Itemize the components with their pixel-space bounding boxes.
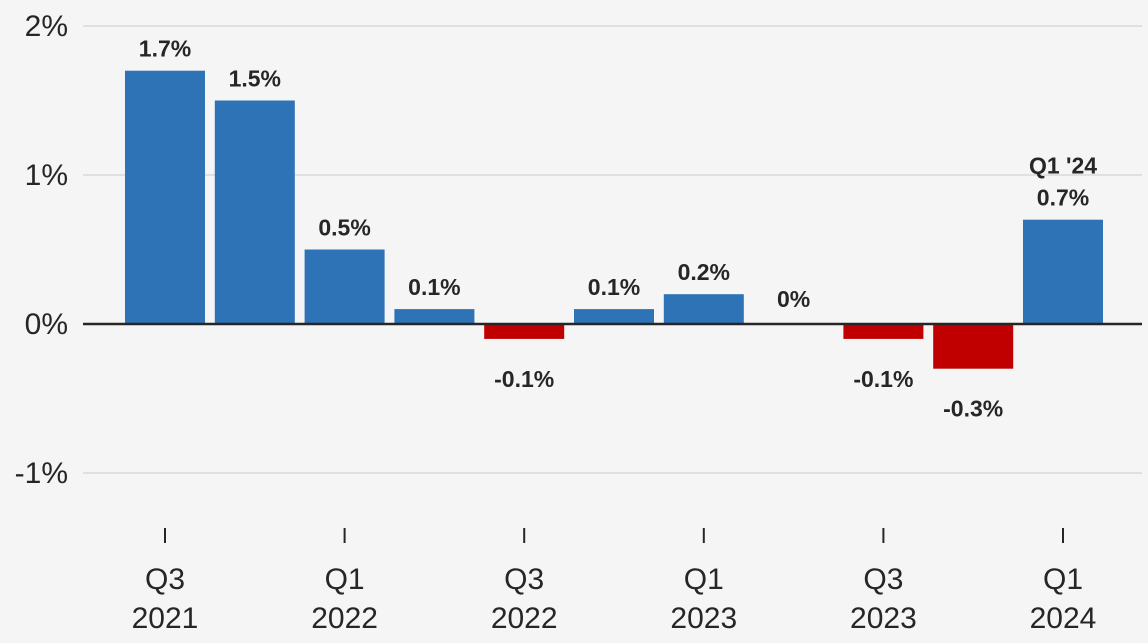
data-label: 1.7% (139, 36, 191, 62)
data-label: 0.1% (588, 274, 640, 300)
bar-q3-2021 (125, 70, 205, 324)
bar-q1-2022 (304, 249, 385, 324)
x-tick-label-year: 2021 (132, 602, 199, 635)
axis-layer: 2% 1% 0% -1% Q3 2021 Q1 2022 Q3 2022 Q1 2023 Q3 2023 Q… (15, 10, 1142, 635)
bar-q4-2021 (214, 100, 295, 324)
data-label: -0.3% (943, 396, 1003, 422)
data-label: 0% (777, 286, 810, 312)
bar-q1-2024 (1023, 219, 1103, 324)
data-label: -0.1% (494, 366, 554, 392)
y-tick-label: 1% (25, 159, 68, 192)
x-tick-label-quarter: Q3 (504, 563, 544, 596)
highlight-label: Q1 '24 (1029, 153, 1097, 179)
x-tick-label-quarter: Q3 (145, 563, 185, 596)
bar-q3-2023 (843, 324, 924, 339)
data-label: 0.1% (408, 274, 460, 300)
bar-layer (125, 70, 1103, 369)
x-tick-label-year: 2022 (311, 602, 378, 635)
x-tick-label-year: 2022 (491, 602, 558, 635)
x-tick-label-quarter: Q3 (863, 563, 903, 596)
data-label: -0.1% (853, 366, 913, 392)
y-tick-label: 0% (25, 308, 68, 341)
data-label: 0.5% (318, 215, 370, 241)
y-tick-label: -1% (15, 457, 68, 490)
data-label: 0.2% (678, 259, 730, 285)
bar-q4-2022 (574, 309, 654, 324)
data-label: 1.5% (229, 66, 281, 92)
label-layer: 1.7% 1.5% 0.5% 0.1% -0.1% 0.1% 0.2% 0% -0.1% -0.3… (139, 36, 1097, 422)
bar-q3-2022 (484, 324, 565, 339)
x-tick-label-quarter: Q1 (325, 563, 365, 596)
x-tick-label-year: 2024 (1030, 602, 1097, 635)
bar-q2-2022 (394, 309, 475, 324)
bar-q1-2023 (663, 294, 744, 324)
x-tick-label-quarter: Q1 (1043, 563, 1083, 596)
x-tick-label-quarter: Q1 (684, 563, 724, 596)
bar-q4-2023 (933, 324, 1014, 369)
y-tick-label: 2% (25, 10, 68, 43)
x-tick-label-year: 2023 (850, 602, 917, 635)
x-tick-label-year: 2023 (670, 602, 737, 635)
data-label: 0.7% (1037, 185, 1089, 211)
